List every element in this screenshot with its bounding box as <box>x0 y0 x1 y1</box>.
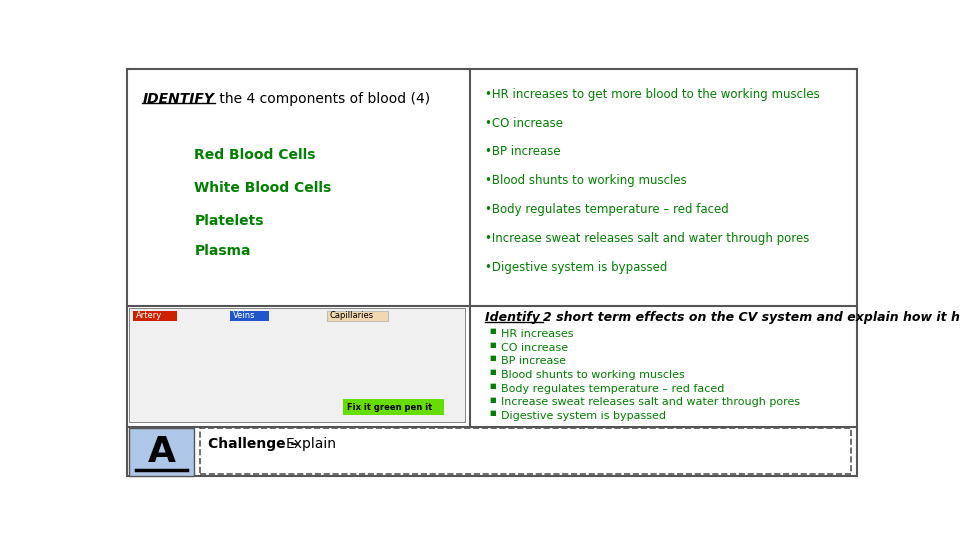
FancyBboxPatch shape <box>344 399 444 415</box>
Text: •CO increase: •CO increase <box>485 117 563 130</box>
Text: Red Blood Cells: Red Blood Cells <box>194 148 316 162</box>
Text: ■: ■ <box>489 410 495 416</box>
FancyBboxPatch shape <box>129 308 466 422</box>
Text: BP increase: BP increase <box>501 356 566 366</box>
Text: Challenge –: Challenge – <box>207 437 302 451</box>
Text: HR increases: HR increases <box>501 329 573 339</box>
Text: •BP increase: •BP increase <box>485 145 561 158</box>
Text: Body regulates temperature – red faced: Body regulates temperature – red faced <box>501 384 724 394</box>
Text: •Digestive system is bypassed: •Digestive system is bypassed <box>485 261 667 274</box>
Text: the 4 components of blood (4): the 4 components of blood (4) <box>215 92 430 106</box>
FancyBboxPatch shape <box>201 428 852 474</box>
Text: ■: ■ <box>489 396 495 403</box>
FancyBboxPatch shape <box>128 69 856 476</box>
Text: Artery: Artery <box>136 311 162 320</box>
Text: A: A <box>148 435 176 469</box>
Text: ■: ■ <box>489 342 495 348</box>
Text: Capillaries: Capillaries <box>329 311 373 320</box>
Text: Platelets: Platelets <box>194 214 264 228</box>
Text: IDENTIFY: IDENTIFY <box>142 92 214 106</box>
Text: Digestive system is bypassed: Digestive system is bypassed <box>501 411 666 421</box>
Text: •Body regulates temperature – red faced: •Body regulates temperature – red faced <box>485 203 729 216</box>
Text: •Increase sweat releases salt and water through pores: •Increase sweat releases salt and water … <box>485 232 809 245</box>
Text: CO increase: CO increase <box>501 342 568 353</box>
FancyBboxPatch shape <box>133 312 177 321</box>
Text: ■: ■ <box>489 383 495 389</box>
Text: ■: ■ <box>489 355 495 361</box>
Text: •Blood shunts to working muscles: •Blood shunts to working muscles <box>485 174 686 187</box>
Text: Veins: Veins <box>233 311 255 320</box>
FancyBboxPatch shape <box>230 312 269 321</box>
Text: Explain: Explain <box>285 437 336 451</box>
Text: ■: ■ <box>489 328 495 334</box>
Text: Fix it green pen it: Fix it green pen it <box>347 402 432 411</box>
Text: 2 short term effects on the CV system and explain how it helps: 2 short term effects on the CV system an… <box>542 311 960 324</box>
Text: Blood shunts to working muscles: Blood shunts to working muscles <box>501 370 684 380</box>
Text: Increase sweat releases salt and water through pores: Increase sweat releases salt and water t… <box>501 397 800 408</box>
FancyBboxPatch shape <box>326 312 388 321</box>
Text: •HR increases to get more blood to the working muscles: •HR increases to get more blood to the w… <box>485 87 819 100</box>
Text: Plasma: Plasma <box>194 244 251 258</box>
Text: Identify: Identify <box>485 311 543 324</box>
Text: ■: ■ <box>489 369 495 375</box>
Text: White Blood Cells: White Blood Cells <box>194 181 331 195</box>
FancyBboxPatch shape <box>129 428 194 476</box>
